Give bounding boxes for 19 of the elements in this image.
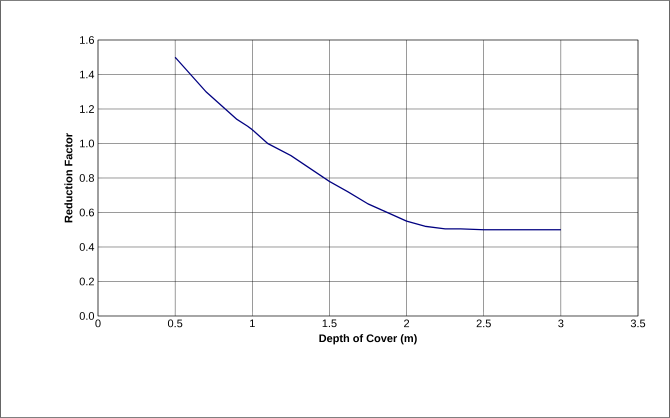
y-tick-label: 1.0 — [80, 140, 94, 148]
y-tick-label: 1.4 — [80, 70, 94, 78]
x-tick-label: 0.5 — [168, 320, 182, 328]
y-tick-label: 0.0 — [80, 312, 94, 320]
x-tick-label: 3 — [558, 320, 564, 328]
y-tick-label: 0.8 — [80, 174, 94, 182]
y-tick-label: 0.4 — [80, 243, 94, 251]
x-tick-label: 2 — [404, 320, 410, 328]
x-tick-label: 1.5 — [322, 320, 337, 328]
y-tick-label: 0.6 — [80, 208, 94, 216]
x-tick-label: 2.5 — [476, 320, 491, 328]
x-tick-label: 1 — [250, 320, 255, 328]
y-tick-label: 0.2 — [80, 278, 94, 286]
y-tick-label: 1.2 — [80, 105, 94, 113]
x-tick-label: 0 — [95, 320, 101, 328]
y-axis-title: Reduction Factor — [64, 133, 72, 222]
y-tick-label: 1.6 — [80, 36, 94, 44]
x-axis-title: Depth of Cover (m) — [319, 334, 417, 344]
x-tick-label: 3.5 — [630, 320, 646, 328]
